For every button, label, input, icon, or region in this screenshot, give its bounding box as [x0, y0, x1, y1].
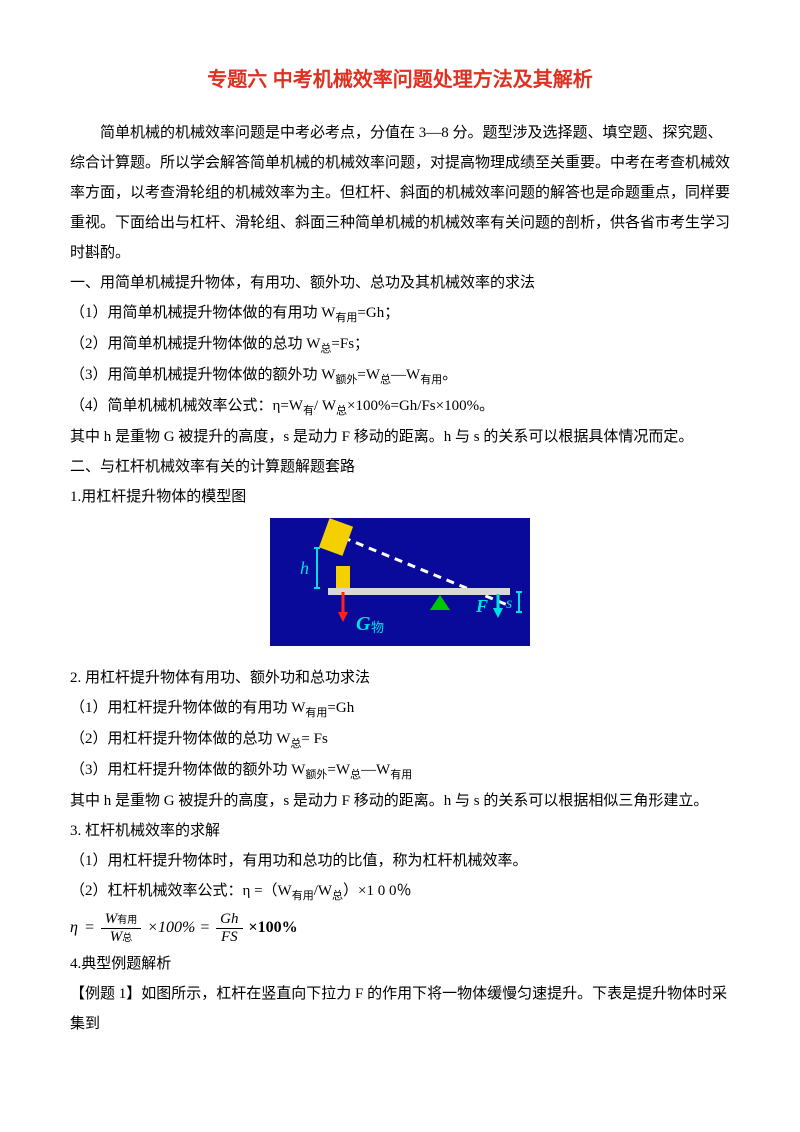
text: =W [327, 762, 350, 778]
W: W [105, 911, 118, 927]
subscript: 有用 [335, 312, 357, 324]
intro-paragraph: 简单机械的机械效率问题是中考必考点，分值在 3—8 分。题型涉及选择题、填空题、… [70, 118, 730, 268]
FS: FS [217, 929, 242, 946]
label-s: s [506, 595, 512, 612]
text: —W [361, 762, 390, 778]
eta: η [70, 912, 78, 944]
lever-diagram-wrap: h G 物 F s [70, 518, 730, 657]
subscript: 额外 [335, 374, 357, 386]
fraction-1: W有用 W总 [101, 911, 142, 945]
text: / W [314, 398, 336, 414]
sec2-2-item-1: （1）用杠杆提升物体做的有用功 W有用=Gh [70, 693, 730, 724]
lever-bar [328, 588, 510, 595]
lever-svg: h G 物 F s [270, 518, 530, 646]
text: （3）用杠杆提升物体做的额外功 W [70, 762, 305, 778]
text: （1）用简单机械提升物体做的有用功 W [70, 305, 335, 321]
sec1-item-1: （1）用简单机械提升物体做的有用功 W有用=Gh； [70, 298, 730, 329]
subscript: 总 [380, 374, 391, 386]
sec2-3-heading: 3. 杠杆机械效率的求解 [70, 816, 730, 846]
text: ）×1 0 0％ [343, 883, 411, 899]
sec2-2-item-3: （3）用杠杆提升物体做的额外功 W额外=W总—W有用 [70, 755, 730, 786]
F-arrow-head [493, 608, 503, 618]
sec1-note: 其中 h 是重物 G 被提升的高度，s 是动力 F 移动的距离。h 与 s 的关… [70, 422, 730, 452]
text: （2）用简单机械提升物体做的总功 W [70, 336, 320, 352]
sec2-3-item-1: （1）用杠杆提升物体时，有用功和总功的比值，称为杠杆机械效率。 [70, 846, 730, 876]
text: （3）用简单机械提升物体做的额外功 W [70, 367, 335, 383]
text: =Fs； [331, 336, 369, 352]
text: ×100%=Gh/Fs×100%。 [347, 398, 494, 414]
label-G-sub: 物 [371, 620, 384, 635]
subscript: 有用 [305, 707, 327, 719]
text: =Gh [327, 700, 354, 716]
text: /W [314, 883, 332, 899]
fulcrum [430, 595, 450, 610]
subscript: 有用 [292, 890, 314, 902]
example-1: 【例题 1】如图所示，杠杆在竖直向下拉力 F 的作用下将一物体缓慢匀速提升。下表… [70, 979, 730, 1039]
label-h: h [300, 558, 309, 578]
text: —W [391, 367, 420, 383]
sub: 有用 [117, 915, 137, 926]
text: （2）杠杆机械效率公式：η =（W [70, 883, 292, 899]
text: =Gh； [357, 305, 399, 321]
sec2-2-note: 其中 h 是重物 G 被提升的高度，s 是动力 F 移动的距离。h 与 s 的关… [70, 786, 730, 816]
times100: ×100% = [147, 912, 210, 944]
text: （4）简单机械机械效率公式：η=W [70, 398, 303, 414]
text: =W [357, 367, 380, 383]
sec2-2-item-2: （2）用杠杆提升物体做的总功 W总= Fs [70, 724, 730, 755]
lever-diagram: h G 物 F s [270, 518, 530, 646]
text: （2）用杠杆提升物体做的总功 W [70, 731, 290, 747]
sec1-item-4: （4）简单机械机械效率公式：η=W有/ W总×100%=Gh/Fs×100%。 [70, 391, 730, 422]
page-title: 专题六 中考机械效率问题处理方法及其解析 [70, 60, 730, 100]
Gh: Gh [216, 911, 242, 929]
subscript: 额外 [305, 769, 327, 781]
force-arrow-head [338, 612, 348, 622]
subscript: 总 [332, 890, 343, 902]
subscript: 总 [336, 405, 347, 417]
weight-upper [320, 519, 353, 555]
section-1-heading: 一、用简单机械提升物体，有用功、额外功、总功及其机械效率的求法 [70, 268, 730, 298]
sec1-item-3: （3）用简单机械提升物体做的额外功 W额外=W总—W有用。 [70, 360, 730, 391]
sec1-item-2: （2）用简单机械提升物体做的总功 W总=Fs； [70, 329, 730, 360]
equals: = [84, 912, 95, 944]
sec2-item-1: 1.用杠杆提升物体的模型图 [70, 482, 730, 512]
text: （1）用杠杆提升物体做的有用功 W [70, 700, 305, 716]
text: = Fs [301, 731, 327, 747]
subscript: 总 [290, 738, 301, 750]
sec2-3-item-2: （2）杠杆机械效率公式：η =（W有用/W总）×1 0 0％ [70, 876, 730, 907]
subscript: 有用 [420, 374, 442, 386]
text: 。 [442, 367, 457, 383]
section-2-heading: 二、与杠杆机械效率有关的计算题解题套路 [70, 452, 730, 482]
fraction-2: Gh FS [216, 911, 242, 945]
sub: 总 [122, 933, 132, 944]
times100-bold: ×100% [249, 912, 298, 944]
subscript: 总 [320, 343, 331, 355]
efficiency-formula: η = W有用 W总 ×100% = Gh FS ×100% [70, 911, 730, 945]
subscript: 有用 [390, 769, 412, 781]
subscript: 总 [350, 769, 361, 781]
weight-lower [336, 566, 350, 588]
label-F: F [475, 596, 488, 616]
label-G: G [356, 613, 371, 635]
W: W [110, 929, 123, 945]
subscript: 有 [303, 405, 314, 417]
sec2-2-heading: 2. 用杠杆提升物体有用功、额外功和总功求法 [70, 663, 730, 693]
sec2-4-heading: 4.典型例题解析 [70, 949, 730, 979]
